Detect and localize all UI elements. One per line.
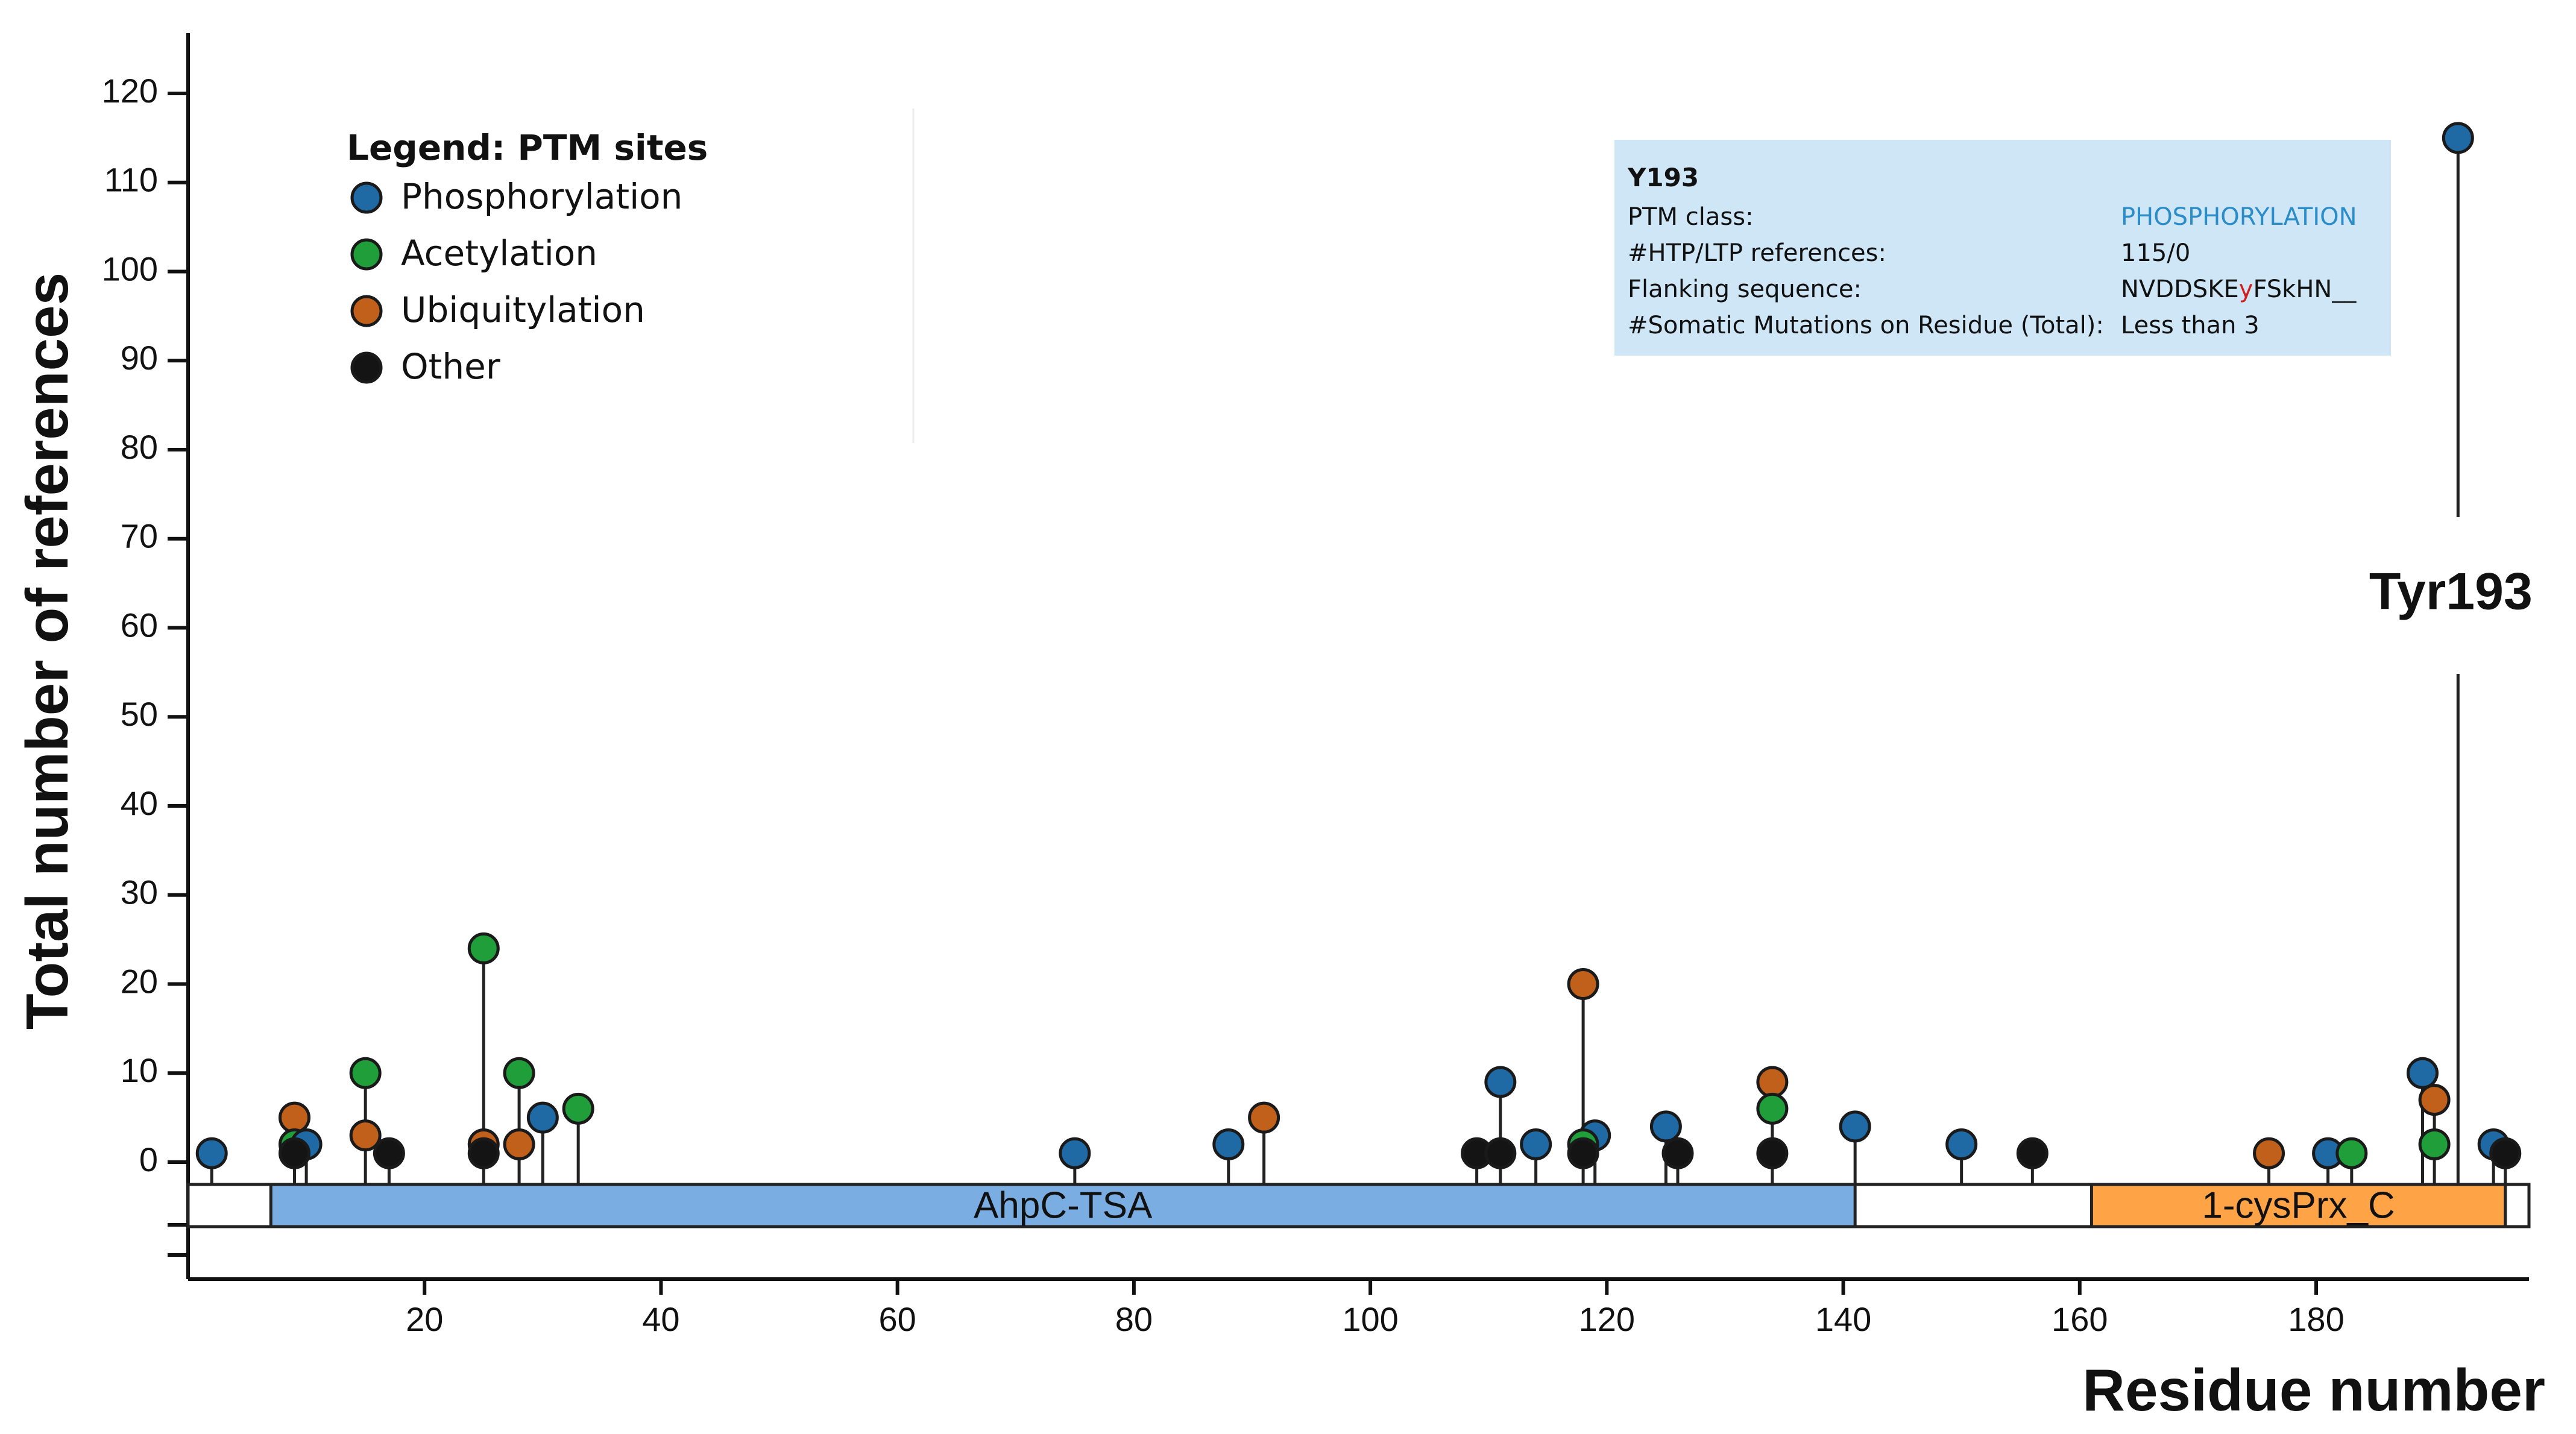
ptm-site-other	[279, 1137, 310, 1169]
ptm-site-other	[1567, 1137, 1599, 1169]
ptm-site-acetylation	[1756, 1092, 1789, 1125]
y-tick-label: 50	[121, 695, 158, 733]
ptm-site-ubiquitylation	[1567, 968, 1599, 1000]
x-tick-label: 160	[2052, 1300, 2108, 1338]
legend-label-phosphorylation: Phosphorylation	[401, 176, 682, 217]
y-tick-label: 120	[102, 72, 158, 110]
tooltip-flanking-value: NVDDSKEyFSkHN__	[2121, 275, 2356, 303]
y-tick-label: 20	[121, 962, 158, 1000]
y-tick-label: 0	[139, 1140, 158, 1178]
legend-label-acetylation: Acetylation	[401, 233, 597, 274]
x-tick-label: 180	[2288, 1300, 2344, 1338]
ptm-site-phosphorylation	[195, 1137, 228, 1169]
ptm-site-other	[1661, 1137, 1694, 1169]
y-tick-label: 60	[121, 606, 158, 644]
ptm-site-ubiquitylation	[2253, 1137, 2285, 1169]
domain-label: AhpC-TSA	[974, 1184, 1153, 1226]
y-axis-title: Total number of references	[14, 272, 80, 1030]
x-axis-title: Residue number	[2082, 1357, 2545, 1423]
y-tick-label: 30	[121, 873, 158, 911]
domain-ahpc-tsa	[269, 1183, 1857, 1228]
ptm-site-phosphorylation	[2407, 1057, 2439, 1089]
tooltip-mutations-value: Less than 3	[2121, 312, 2260, 339]
legend-marker-ubiquitylation	[350, 295, 383, 327]
tooltip-mutations-label: #Somatic Mutations on Residue (Total):	[1628, 312, 2104, 339]
ptm-site-other	[1756, 1137, 1789, 1169]
ptm-site-acetylation	[467, 932, 500, 964]
ptm-site-acetylation	[562, 1092, 594, 1125]
legend-label-other: Other	[401, 346, 500, 387]
ptm-site-phosphorylation	[1839, 1110, 1871, 1143]
tooltip-references-value: 115/0	[2121, 239, 2191, 267]
ptm-site-acetylation	[349, 1057, 382, 1089]
ptm-site-phosphorylation	[1059, 1137, 1091, 1169]
legend-marker-other	[350, 351, 383, 384]
tooltip-title: Y193	[1628, 163, 1699, 192]
y-tick-label: 110	[104, 161, 158, 199]
ptm-site-other	[2489, 1137, 2522, 1169]
site-markers	[195, 122, 2522, 1169]
callout-layer: Tyr193	[2367, 517, 2549, 674]
x-tick-label: 80	[1115, 1300, 1153, 1338]
domain-1-cysprx-c	[2089, 1183, 2507, 1228]
y-tick-label: 80	[121, 428, 158, 466]
legend: Legend: PTM sites Phosphorylation Acetylat…	[347, 127, 708, 387]
legend-title: Legend: PTM sites	[347, 127, 708, 168]
x-tick-label: 60	[879, 1300, 916, 1338]
tooltip-flanking-label: Flanking sequence:	[1628, 275, 1862, 303]
tooltip-row-ptm-class: PTM class: PHOSPHORYLATION	[1628, 199, 2391, 235]
ptm-site-acetylation	[2418, 1128, 2451, 1160]
ptm-site-acetylation	[503, 1057, 535, 1089]
ptm-site-ubiquitylation	[1756, 1066, 1789, 1098]
ptm-site-other	[373, 1137, 405, 1169]
ptm-site-phosphorylation	[2442, 122, 2474, 154]
x-tick-label: 120	[1579, 1300, 1635, 1338]
ptm-site-phosphorylation	[526, 1101, 559, 1134]
ptm-site-ubiquitylation	[279, 1101, 310, 1134]
ptm-site-other	[2016, 1137, 2049, 1169]
legend-marker-acetylation	[350, 238, 383, 271]
tooltip-references-label: #HTP/LTP references:	[1628, 239, 1886, 267]
ptm-site-ubiquitylation	[503, 1128, 535, 1160]
ptm-site-phosphorylation	[1484, 1066, 1517, 1098]
y-tick-label: 100	[102, 250, 158, 288]
y-tick-label: 70	[121, 517, 158, 555]
y-tick-label: 10	[121, 1051, 158, 1089]
tooltip-ptm-class-label: PTM class:	[1628, 203, 1754, 231]
ptm-site-acetylation	[2335, 1137, 2368, 1169]
tooltip-ptm-class-value: PHOSPHORYLATION	[2121, 203, 2357, 231]
x-tick-label: 20	[406, 1300, 443, 1338]
flank-before: NVDDSKE	[2121, 275, 2239, 303]
y-tick-label: 90	[121, 339, 158, 377]
axes: 0 10 20 30 40 50 60 70 80 90 100 110 120 20 40 60 80 100 1…	[14, 33, 2545, 1423]
x-tick-label: 40	[642, 1300, 679, 1338]
legend-label-ubiquitylation: Ubiquitylation	[401, 289, 645, 330]
domain-track: AhpC-TSA 1-cysPrx_C	[186, 1183, 2531, 1228]
ptm-site-other	[1484, 1137, 1517, 1169]
ptm-site-ubiquitylation	[349, 1119, 382, 1152]
flank-after: FSkHN__	[2253, 275, 2357, 303]
ptm-site-phosphorylation	[1520, 1128, 1552, 1160]
site-tooltip: Y193 PTM class: PHOSPHORYLATION #HTP/LTP…	[1614, 140, 2391, 356]
x-tick-label: 140	[1815, 1300, 1871, 1338]
domain-label: 1-cysPrx_C	[2202, 1184, 2395, 1226]
tooltip-row-references: #HTP/LTP references: 115/0	[1628, 235, 2391, 271]
ptm-site-ubiquitylation	[2418, 1084, 2451, 1116]
tooltip-row-flanking: Flanking sequence: NVDDSKEyFSkHN__	[1628, 271, 2391, 307]
flank-site: y	[2238, 275, 2253, 303]
ptm-site-other	[467, 1137, 500, 1169]
legend-marker-phosphorylation	[350, 181, 383, 214]
ptm-site-phosphorylation	[1649, 1110, 1682, 1143]
callout-mask	[2367, 517, 2549, 674]
ptm-site-phosphorylation	[1945, 1128, 1978, 1160]
tooltip-row-mutations: #Somatic Mutations on Residue (Total): L…	[1628, 307, 2391, 344]
y-tick-label: 40	[121, 784, 158, 822]
ptm-site-phosphorylation	[1212, 1128, 1245, 1160]
tyr193-callout: Tyr193	[2369, 563, 2533, 621]
ptm-site-ubiquitylation	[1248, 1101, 1280, 1134]
x-tick-label: 100	[1342, 1300, 1398, 1338]
